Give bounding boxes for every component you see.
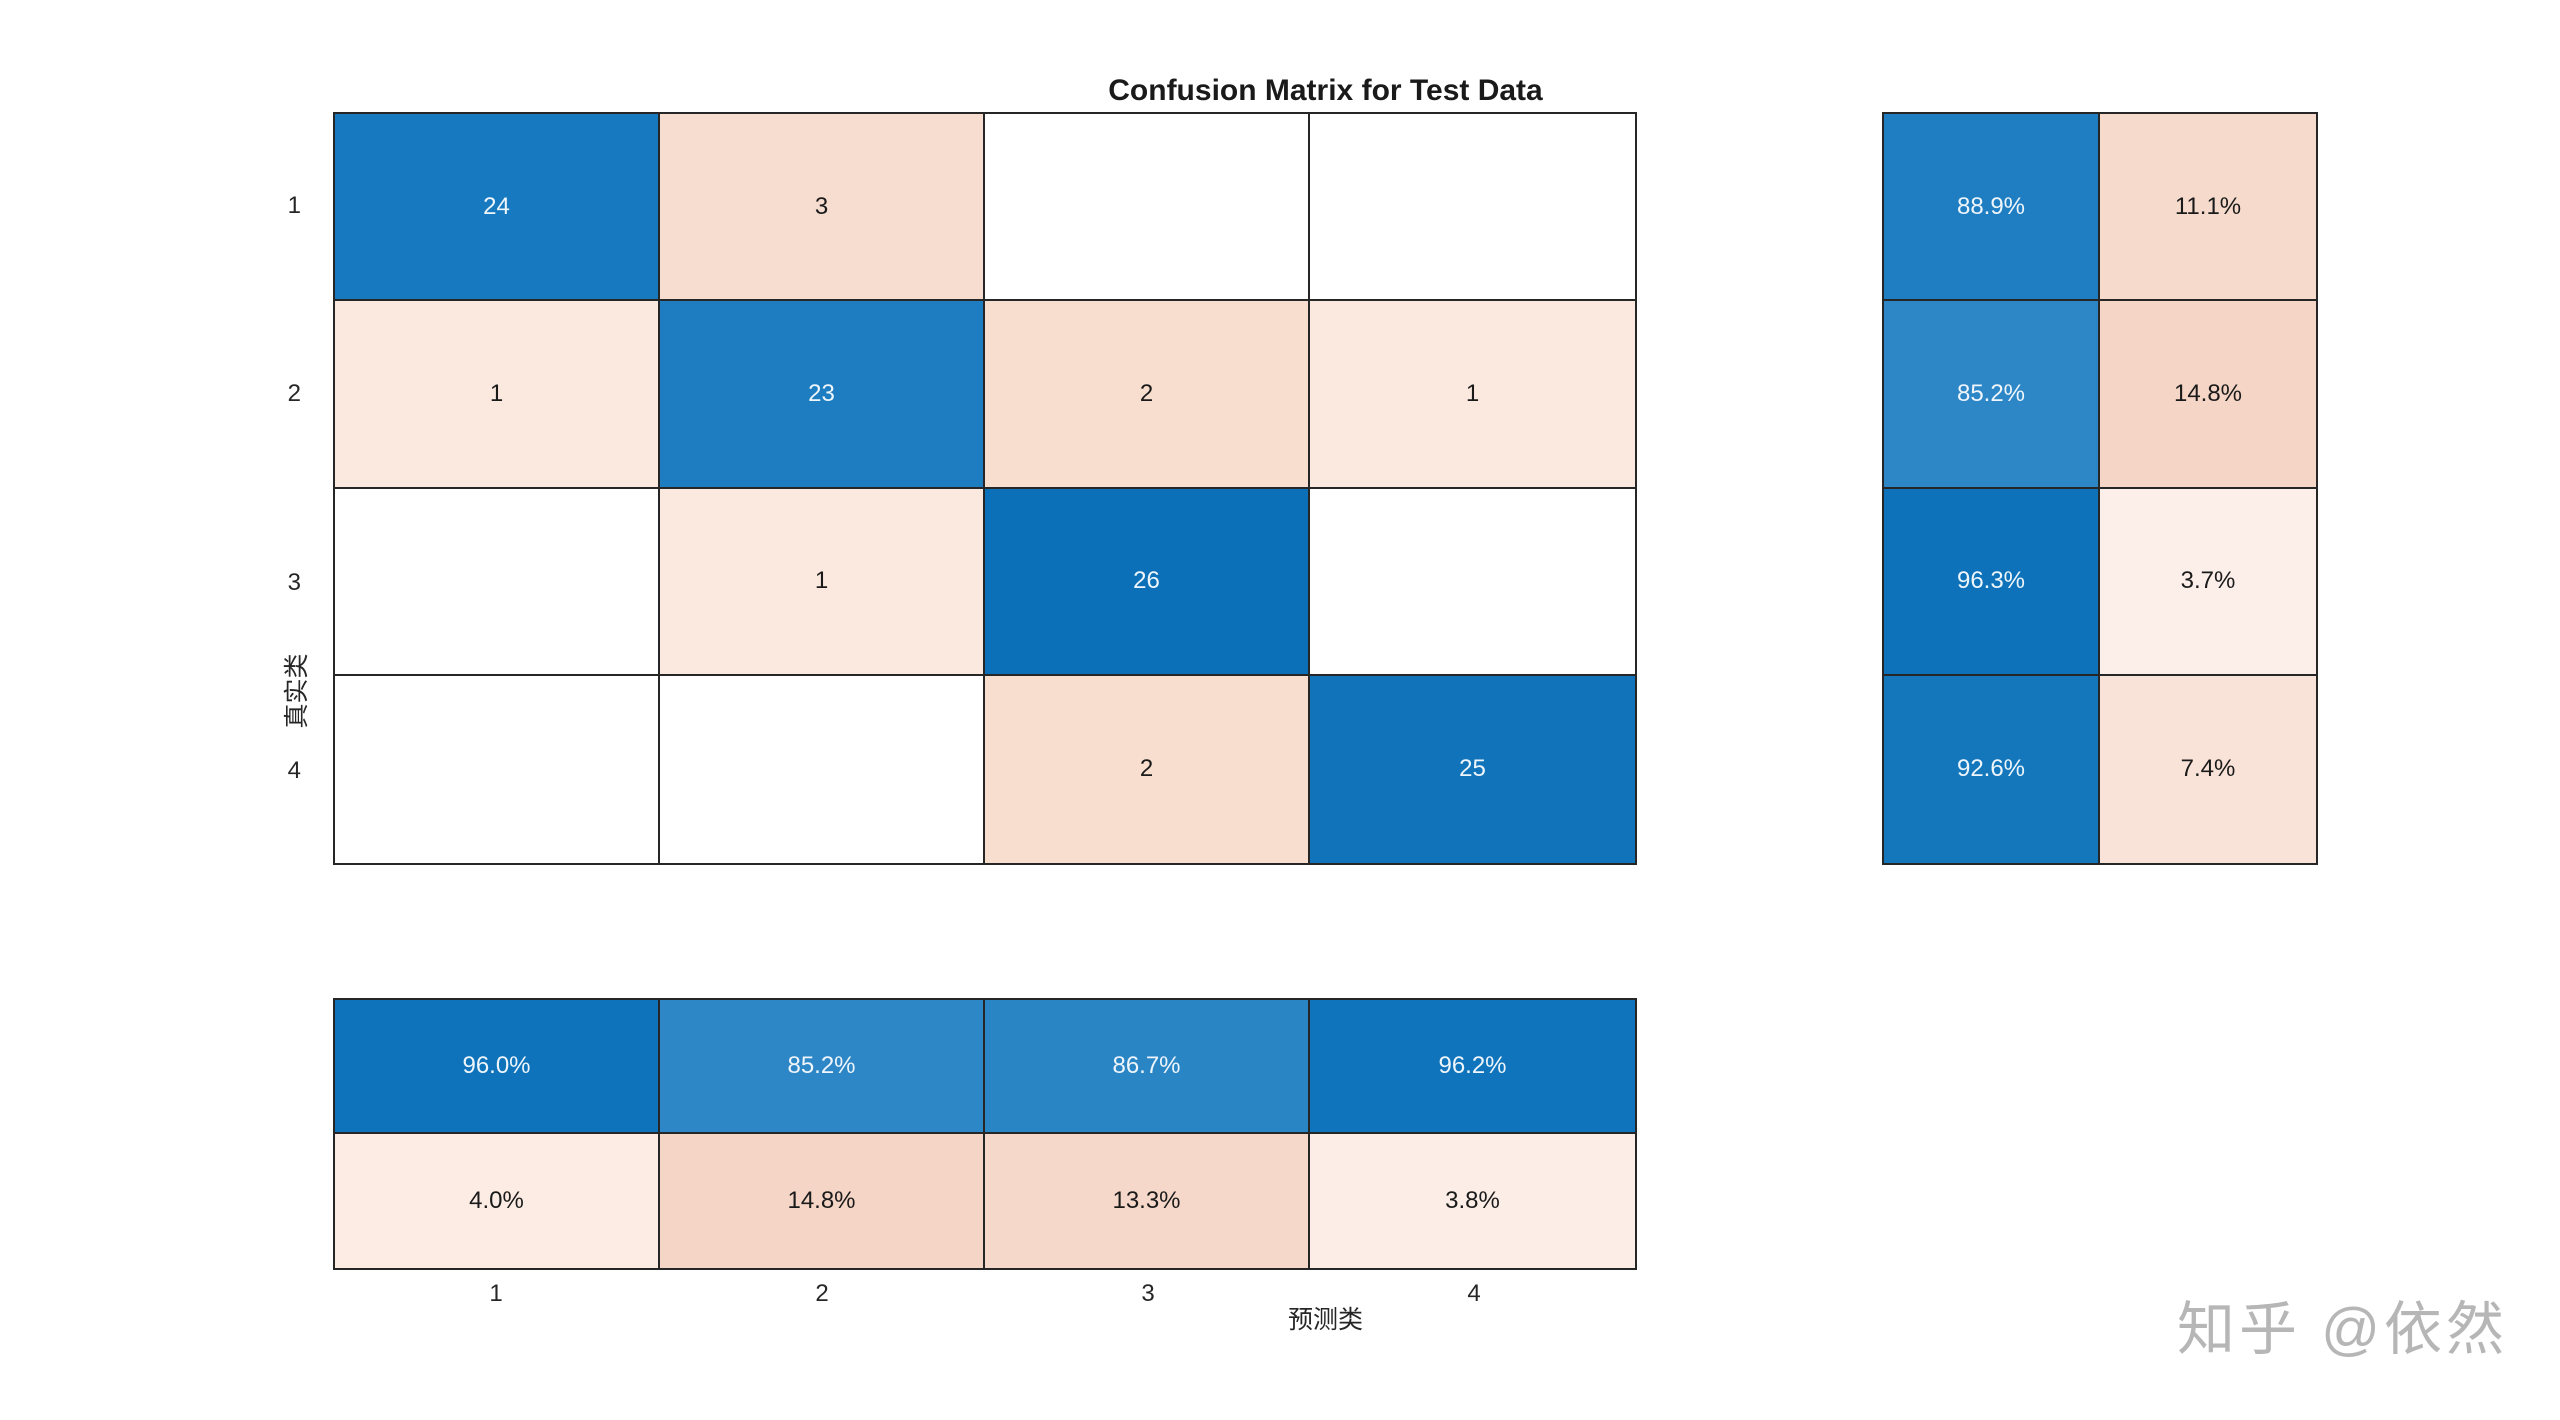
y-axis-label: 真实类 xyxy=(283,653,311,729)
x-tick-label: 1 xyxy=(489,1280,503,1307)
matrix-cell: 14.8% xyxy=(660,1134,985,1268)
matrix-cell: 1 xyxy=(660,488,985,676)
matrix-cell: 96.2% xyxy=(1310,1000,1635,1134)
y-tick-label: 3 xyxy=(287,568,301,596)
matrix-cell-empty xyxy=(985,114,1310,302)
matrix-cell: 96.0% xyxy=(335,1000,660,1134)
matrix-cell-empty xyxy=(1310,488,1635,676)
matrix-cell: 7.4% xyxy=(2100,675,2316,863)
matrix-cell-empty xyxy=(335,488,660,676)
matrix-cell: 3.7% xyxy=(2100,488,2316,676)
y-tick-label: 2 xyxy=(287,380,301,408)
y-tick-label: 1 xyxy=(287,192,301,220)
matrix-cell: 3 xyxy=(660,114,985,302)
matrix-cell: 85.2% xyxy=(1884,301,2100,489)
watermark: 知乎 @依然 xyxy=(2177,1297,2508,1362)
matrix-cell: 88.9% xyxy=(1884,114,2100,302)
y-axis-tick-labels: 1 2 3 4 xyxy=(240,112,315,865)
matrix-cell: 23 xyxy=(660,301,985,489)
matrix-cell: 2 xyxy=(985,675,1310,863)
matrix-cell-empty xyxy=(660,675,985,863)
confusion-matrix-main-grid: 24 3 1 23 2 1 1 26 2 25 xyxy=(333,112,1637,865)
y-tick-label: 4 xyxy=(287,756,301,784)
column-normalized-summary-grid: 96.0% 85.2% 86.7% 96.2% 4.0% 14.8% 13.3% 3.8% xyxy=(333,998,1637,1270)
matrix-cell: 25 xyxy=(1310,675,1635,863)
matrix-cell-empty xyxy=(1310,114,1635,302)
x-axis-tick-labels: 1 2 3 4 xyxy=(333,1278,1637,1310)
matrix-cell: 26 xyxy=(985,488,1310,676)
chart-title: Confusion Matrix for Test Data xyxy=(1108,74,1543,107)
matrix-cell: 2 xyxy=(985,301,1310,489)
matrix-cell: 4.0% xyxy=(335,1134,660,1268)
matrix-cell: 92.6% xyxy=(1884,675,2100,863)
matrix-cell: 3.8% xyxy=(1310,1134,1635,1268)
matrix-cell: 13.3% xyxy=(985,1134,1310,1268)
matrix-cell: 11.1% xyxy=(2100,114,2316,302)
matrix-cell: 14.8% xyxy=(2100,301,2316,489)
x-tick-label: 3 xyxy=(1141,1280,1155,1307)
matrix-cell: 86.7% xyxy=(985,1000,1310,1134)
matrix-cell: 85.2% xyxy=(660,1000,985,1134)
matrix-cell: 96.3% xyxy=(1884,488,2100,676)
matrix-cell-empty xyxy=(335,675,660,863)
x-tick-label: 4 xyxy=(1467,1280,1481,1307)
matrix-cell: 1 xyxy=(335,301,660,489)
row-normalized-summary-grid: 88.9% 11.1% 85.2% 14.8% 96.3% 3.7% 92.6% 7.4% xyxy=(1882,112,2318,865)
matrix-cell: 24 xyxy=(335,114,660,302)
x-axis-label: 预测类 xyxy=(1287,1306,1363,1334)
matrix-cell: 1 xyxy=(1310,301,1635,489)
x-tick-label: 2 xyxy=(815,1280,829,1307)
